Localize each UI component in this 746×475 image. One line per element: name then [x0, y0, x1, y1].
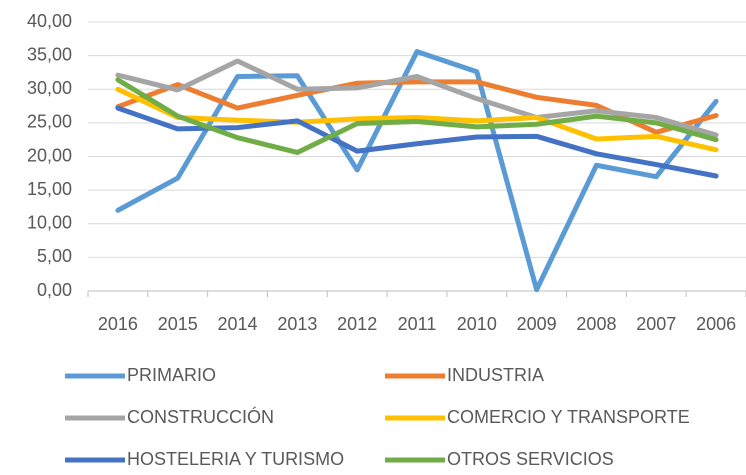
x-tick-label: 2008 — [576, 314, 616, 334]
x-tick-label: 2010 — [457, 314, 497, 334]
y-tick-label: 35,00 — [27, 44, 72, 64]
y-tick-label: 15,00 — [27, 179, 72, 199]
series-line — [115, 86, 719, 153]
legend-label: PRIMARIO — [127, 365, 216, 385]
legend-label: INDUSTRIA — [447, 365, 544, 385]
y-tick-label: 10,00 — [27, 213, 72, 233]
x-tick-label: 2013 — [277, 314, 317, 334]
y-tick-label: 40,00 — [27, 11, 72, 31]
y-tick-label: 20,00 — [27, 145, 72, 165]
legend-label: CONSTRUCCIÓN — [127, 406, 274, 427]
x-tick-label: 2009 — [517, 314, 557, 334]
y-tick-label: 30,00 — [27, 78, 72, 98]
y-tick-label: 5,00 — [37, 246, 72, 266]
x-tick-label: 2007 — [636, 314, 676, 334]
x-tick-label: 2011 — [398, 314, 437, 334]
series-line — [115, 77, 719, 155]
series-line — [115, 49, 719, 293]
x-tick-label: 2012 — [337, 314, 377, 334]
y-tick-label: 25,00 — [27, 112, 72, 132]
x-tick-label: 2014 — [218, 314, 258, 334]
x-tick-label: 2016 — [98, 314, 138, 334]
legend-label: COMERCIO Y TRANSPORTE — [447, 407, 690, 427]
legend-label: OTROS SERVICIOS — [447, 449, 614, 469]
y-tick-label: 0,00 — [37, 280, 72, 300]
series-line — [115, 58, 719, 138]
legend-label: HOSTELERIA Y TURISMO — [127, 449, 344, 469]
x-tick-label: 2006 — [696, 314, 736, 334]
x-tick-label: 2015 — [158, 314, 198, 334]
